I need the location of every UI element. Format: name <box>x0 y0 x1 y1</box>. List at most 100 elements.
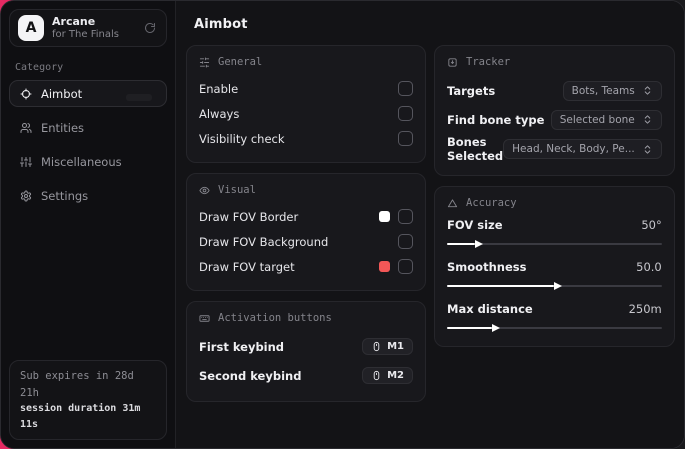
app-subtitle: for The Finals <box>52 28 119 40</box>
card-title: Activation buttons <box>218 312 332 324</box>
setting-row: Bones Selected Head, Neck, Body, Pe... <box>447 135 662 163</box>
accuracy-card: Accuracy FOV size 50° Smoothness <box>434 186 675 347</box>
keybind-value: M2 <box>387 370 404 381</box>
fov-size-setting: FOV size 50° <box>447 218 662 248</box>
setting-row: Targets Bots, Teams <box>447 77 662 104</box>
setting-label: First keybind <box>199 339 285 354</box>
setting-row: Enable <box>199 77 413 100</box>
setting-label: Draw FOV target <box>199 259 295 274</box>
tracker-box-icon <box>447 57 458 68</box>
triangle-icon <box>447 198 458 209</box>
setting-label: Targets <box>447 83 496 98</box>
max-distance-slider[interactable] <box>447 324 662 332</box>
smoothness-value: 50.0 <box>636 260 662 274</box>
setting-label: Second keybind <box>199 368 302 383</box>
sub-expiry-text: Sub expires in 28d 21h <box>20 370 134 399</box>
keyboard-icon <box>199 313 210 324</box>
setting-row: Second keybind M2 <box>199 362 413 389</box>
gear-icon <box>20 190 32 202</box>
sidebar-item-label: Settings <box>41 188 89 203</box>
card-title: General <box>218 56 263 68</box>
sidebar-item-miscellaneous[interactable]: Miscellaneous <box>9 148 167 175</box>
setting-label: Visibility check <box>199 131 285 146</box>
sliders-horizontal-icon <box>199 56 210 68</box>
find-bone-type-dropdown[interactable]: Selected bone <box>550 109 662 130</box>
setting-label: Enable <box>199 81 239 96</box>
eye-icon <box>199 185 210 196</box>
setting-label: Draw FOV Background <box>199 234 329 249</box>
setting-row: Visibility check <box>199 127 413 150</box>
first-keybind-button[interactable]: M1 <box>362 338 413 355</box>
visibility-check-checkbox[interactable] <box>398 131 413 146</box>
chevrons-up-down-icon <box>642 85 653 96</box>
draw-fov-border-checkbox[interactable] <box>398 209 413 224</box>
setting-label: Bones Selected <box>447 135 504 163</box>
max-distance-setting: Max distance 250m <box>447 302 662 332</box>
dropdown-value: Head, Neck, Body, Pe... <box>512 143 635 155</box>
subscription-info: Sub expires in 28d 21h session duration … <box>9 360 167 440</box>
sidebar-nav: Aimbot Entities Miscellaneous Settings <box>9 80 167 209</box>
activation-buttons-card: Activation buttons First keybind M1 Seco… <box>186 301 426 402</box>
setting-row: First keybind M1 <box>199 333 413 360</box>
brand-text: Arcane for The Finals <box>52 15 119 41</box>
page-title: Aimbot <box>194 17 248 32</box>
smoothness-setting: Smoothness 50.0 <box>447 260 662 290</box>
setting-row: Always <box>199 102 413 125</box>
general-card: General Enable Always Visibility check <box>186 45 426 163</box>
chevrons-up-down-icon <box>642 144 653 155</box>
second-keybind-button[interactable]: M2 <box>362 367 413 384</box>
card-title: Visual <box>218 184 256 196</box>
brand-card: A Arcane for The Finals <box>9 9 167 48</box>
refresh-icon <box>144 22 156 34</box>
enable-checkbox[interactable] <box>398 81 413 96</box>
sidebar-item-settings[interactable]: Settings <box>9 182 167 209</box>
fov-size-slider[interactable] <box>447 240 662 248</box>
mouse-icon <box>371 370 382 381</box>
setting-row: Draw FOV Background <box>199 230 413 253</box>
visual-card: Visual Draw FOV Border Draw FOV Backgrou… <box>186 173 426 291</box>
always-checkbox[interactable] <box>398 106 413 121</box>
setting-label: Max distance <box>447 302 533 316</box>
targets-dropdown[interactable]: Bots, Teams <box>562 80 662 101</box>
app-logo: A <box>18 15 44 42</box>
fov-size-value: 50° <box>641 218 662 232</box>
card-title: Accuracy <box>466 197 517 209</box>
dropdown-value: Bots, Teams <box>571 84 635 97</box>
setting-label: Always <box>199 106 240 121</box>
category-label: Category <box>15 62 64 74</box>
setting-row: Draw FOV target <box>199 255 413 278</box>
sidebar-item-label: Miscellaneous <box>41 154 122 169</box>
main-panel: Aimbot General Enable Alw <box>176 1 684 448</box>
keybind-value: M1 <box>387 341 404 352</box>
card-title: Tracker <box>466 56 511 68</box>
dropdown-value: Selected bone <box>559 113 635 126</box>
tracker-card: Tracker Targets Bots, Teams Find bone ty… <box>434 45 675 176</box>
setting-label: Find bone type <box>447 112 545 127</box>
setting-row: Draw FOV Border <box>199 205 413 228</box>
sidebar-item-label: Entities <box>41 120 85 135</box>
users-icon <box>20 122 32 134</box>
fov-target-color-swatch[interactable] <box>379 261 390 272</box>
sidebar-item-aimbot[interactable]: Aimbot <box>9 80 167 108</box>
app-name: Arcane <box>52 15 96 28</box>
sidebar-item-label: Aimbot <box>41 86 83 101</box>
setting-label: FOV size <box>447 218 503 232</box>
draw-fov-background-checkbox[interactable] <box>398 234 413 249</box>
sliders-icon <box>20 156 32 168</box>
setting-label: Draw FOV Border <box>199 209 299 224</box>
sidebar: A Arcane for The Finals Category Aimbot <box>1 1 176 448</box>
chevrons-up-down-icon <box>642 114 653 125</box>
nav-item-ghost <box>126 94 152 102</box>
sidebar-item-entities[interactable]: Entities <box>9 114 167 141</box>
max-distance-value: 250m <box>628 302 662 316</box>
session-duration-text: session duration 31m 11s <box>20 403 141 430</box>
refresh-button[interactable] <box>142 20 158 36</box>
setting-label: Smoothness <box>447 260 527 274</box>
smoothness-slider[interactable] <box>447 282 662 290</box>
setting-row: Find bone type Selected bone <box>447 106 662 133</box>
bones-selected-dropdown[interactable]: Head, Neck, Body, Pe... <box>503 139 662 159</box>
fov-border-color-swatch[interactable] <box>379 211 390 222</box>
crosshair-icon <box>20 88 32 100</box>
draw-fov-target-checkbox[interactable] <box>398 259 413 274</box>
